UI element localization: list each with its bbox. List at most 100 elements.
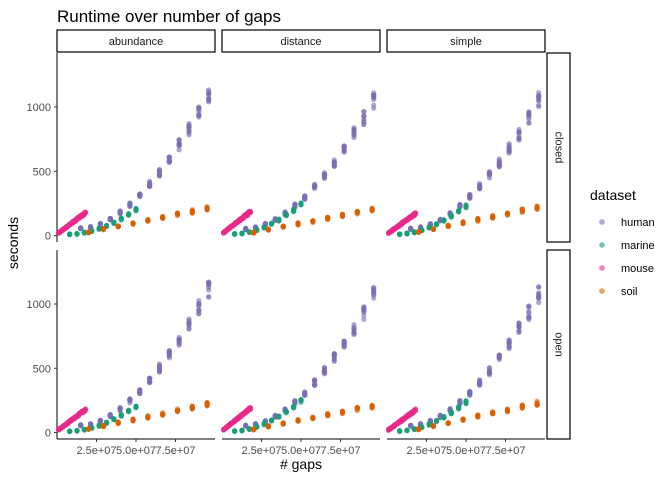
- human-point: [321, 170, 328, 176]
- human-point: [361, 308, 367, 314]
- human-point: [147, 181, 153, 187]
- panel-distance-open: [220, 284, 377, 435]
- marine-point: [232, 231, 238, 237]
- marine-point: [298, 397, 304, 403]
- legend-key-human: [599, 219, 605, 225]
- marine-point: [276, 413, 282, 419]
- soil-point: [280, 224, 286, 230]
- x-tick-label: 5.0e+07: [281, 445, 321, 457]
- human-point: [206, 287, 212, 293]
- soil-point: [339, 409, 346, 415]
- marine-point: [404, 427, 410, 433]
- marine-point: [126, 212, 132, 218]
- soil-point: [416, 425, 422, 432]
- human-point: [117, 404, 123, 411]
- soil-point: [325, 411, 331, 417]
- legend-title: dataset: [590, 187, 636, 203]
- marine-point: [448, 213, 454, 219]
- legend-key-mouse: [599, 265, 605, 271]
- panel-distance-closed: [220, 90, 377, 238]
- human-point: [331, 358, 337, 364]
- x-tick-label: 7.5e+07: [155, 445, 195, 457]
- human-point: [516, 133, 522, 140]
- marine-point: [261, 224, 267, 231]
- soil-point: [325, 216, 331, 223]
- human-point: [206, 95, 212, 101]
- human-point: [361, 316, 367, 322]
- human-point: [302, 389, 308, 395]
- human-point: [536, 291, 542, 297]
- human-point: [206, 282, 212, 288]
- soil-point: [115, 224, 121, 230]
- soil-point: [174, 211, 181, 218]
- human-point: [371, 284, 377, 291]
- soil-point: [430, 423, 437, 429]
- human-point: [331, 162, 337, 168]
- human-point: [477, 182, 483, 188]
- human-point: [457, 399, 463, 405]
- human-point: [506, 147, 512, 154]
- strip-simple: [386, 29, 546, 53]
- human-point: [371, 295, 377, 301]
- marine-point: [239, 231, 245, 237]
- marine-point: [404, 231, 410, 237]
- marine-point: [463, 401, 469, 407]
- x-tick-label: 7.5e+07: [485, 445, 525, 457]
- human-point: [166, 348, 172, 354]
- soil-point: [475, 216, 481, 222]
- soil-point: [251, 426, 257, 432]
- strip-label-closed: closed: [553, 132, 565, 164]
- human-point: [496, 159, 502, 165]
- human-point: [361, 305, 367, 311]
- soil-point: [295, 418, 301, 424]
- strip-label-abundance: abundance: [109, 36, 163, 48]
- human-point: [127, 200, 133, 206]
- human-point: [176, 342, 182, 348]
- marine-point: [441, 217, 447, 223]
- soil-point: [534, 400, 540, 406]
- marine-point: [126, 407, 132, 414]
- human-point: [166, 154, 172, 160]
- human-point: [496, 164, 502, 170]
- panel-simple-open: [385, 284, 542, 435]
- strip-distance: [221, 29, 381, 53]
- human-point: [526, 303, 532, 309]
- human-point: [361, 116, 367, 122]
- mouse-point: [412, 210, 419, 216]
- human-point: [371, 94, 377, 100]
- human-point: [186, 120, 192, 127]
- human-point: [147, 375, 153, 381]
- marine-point: [74, 231, 80, 237]
- legend-label-soil: soil: [621, 286, 638, 298]
- human-point: [186, 316, 192, 322]
- soil-point: [475, 412, 481, 418]
- marine-point: [463, 202, 469, 208]
- human-point: [137, 391, 143, 397]
- legend-label-marine: marine: [621, 240, 655, 252]
- marine-point: [456, 404, 462, 411]
- soil-point: [504, 406, 511, 412]
- soil-point: [204, 205, 210, 211]
- human-point: [137, 193, 143, 199]
- marine-point: [283, 212, 289, 218]
- y-tick-label: 0: [45, 231, 51, 243]
- marine-point: [81, 230, 87, 236]
- soil-point: [100, 423, 107, 429]
- human-point: [351, 324, 357, 330]
- soil-point: [160, 411, 166, 417]
- soil-point: [160, 215, 166, 221]
- human-point: [196, 311, 202, 317]
- human-point: [312, 182, 318, 188]
- x-tick-label: 2.5e+07: [241, 445, 281, 457]
- y-tick-label: 500: [33, 363, 51, 375]
- panel-abundance-closed: [55, 87, 212, 238]
- marine-point: [441, 415, 447, 421]
- soil-point: [519, 402, 525, 408]
- human-point: [526, 310, 532, 316]
- marine-point: [448, 410, 454, 416]
- marine-point: [67, 232, 73, 238]
- y-axis-title: seconds: [5, 217, 21, 269]
- soil-point: [251, 230, 257, 236]
- marine-point: [246, 229, 252, 235]
- legend-key-marine: [599, 242, 605, 248]
